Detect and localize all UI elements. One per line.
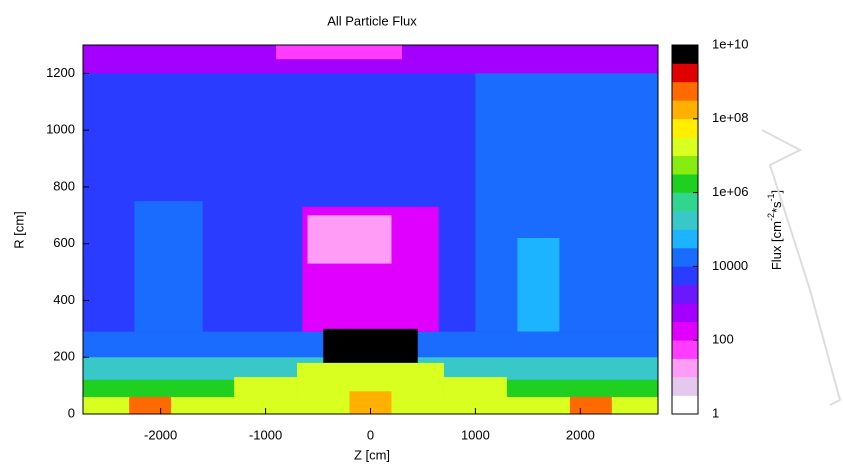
colorbar-band [672,395,698,415]
colorbar-band [672,155,698,175]
flux-region [475,73,658,332]
colorbar-tick-label: 10000 [712,258,748,273]
label-sup: -2 [766,213,776,221]
colorbar-tick-label: 1e+10 [712,36,749,51]
colorbar-band [672,303,698,323]
x-tick-label: 2000 [566,427,595,442]
colorbar-band [672,211,698,230]
chart-title: All Particle Flux [327,13,417,28]
colorbar-tick-label: 1 [712,405,719,420]
colorbar-band [672,192,698,212]
colorbar-tick-label: 1e+08 [712,110,749,125]
label-part: Flux [cm [769,221,784,270]
colorbar-label: Flux [cm-2*s-1] [766,190,784,270]
flux-region [307,215,392,264]
y-tick-label: 0 [68,405,75,420]
colorbar-band [672,81,698,101]
colorbar-tick-label: 1e+06 [712,184,749,199]
flux-region [569,396,612,414]
y-tick-label: 200 [53,349,75,364]
y-axis-label: R [cm] [11,211,26,249]
y-tick-label: 1000 [46,122,75,137]
colorbar-frame [671,44,699,415]
colorbar-band [672,284,698,304]
colorbar-band [672,321,698,341]
y-tick-label: 1200 [46,65,75,80]
colorbar-band [672,247,698,267]
colorbar-band [672,229,698,249]
colorbar-band [672,118,698,138]
x-tick-label: -2000 [144,427,177,442]
y-tick-label: 400 [53,292,75,307]
colorbar-band [672,100,698,120]
colorbar-band [672,358,698,378]
x-tick-label: 1000 [461,427,490,442]
flux-region [234,377,298,414]
colorbar-band [672,266,698,286]
flux-region [443,377,507,414]
colorbar-band [672,174,698,193]
colorbar-band [672,377,698,396]
decoration [761,129,842,406]
flux-region [276,45,402,60]
flux-region [349,391,392,414]
colorbar-band [672,340,698,359]
label-sup: -1 [766,193,776,201]
colorbar-tick-label: 100 [712,332,734,347]
flux-region [129,396,172,414]
label-part: *s [769,201,784,213]
colorbar-band [672,45,698,64]
y-tick-label: 600 [53,235,75,250]
label-part: ] [769,190,784,194]
x-tick-label: -1000 [249,427,282,442]
colorbar-band [672,137,698,156]
colorbar-band [672,63,698,83]
flux-region [517,238,560,332]
flux-region [323,328,418,363]
flux-region [134,201,203,332]
x-tick-label: 0 [367,427,374,442]
x-axis-label: Z [cm] [354,447,390,462]
y-tick-label: 800 [53,178,75,193]
